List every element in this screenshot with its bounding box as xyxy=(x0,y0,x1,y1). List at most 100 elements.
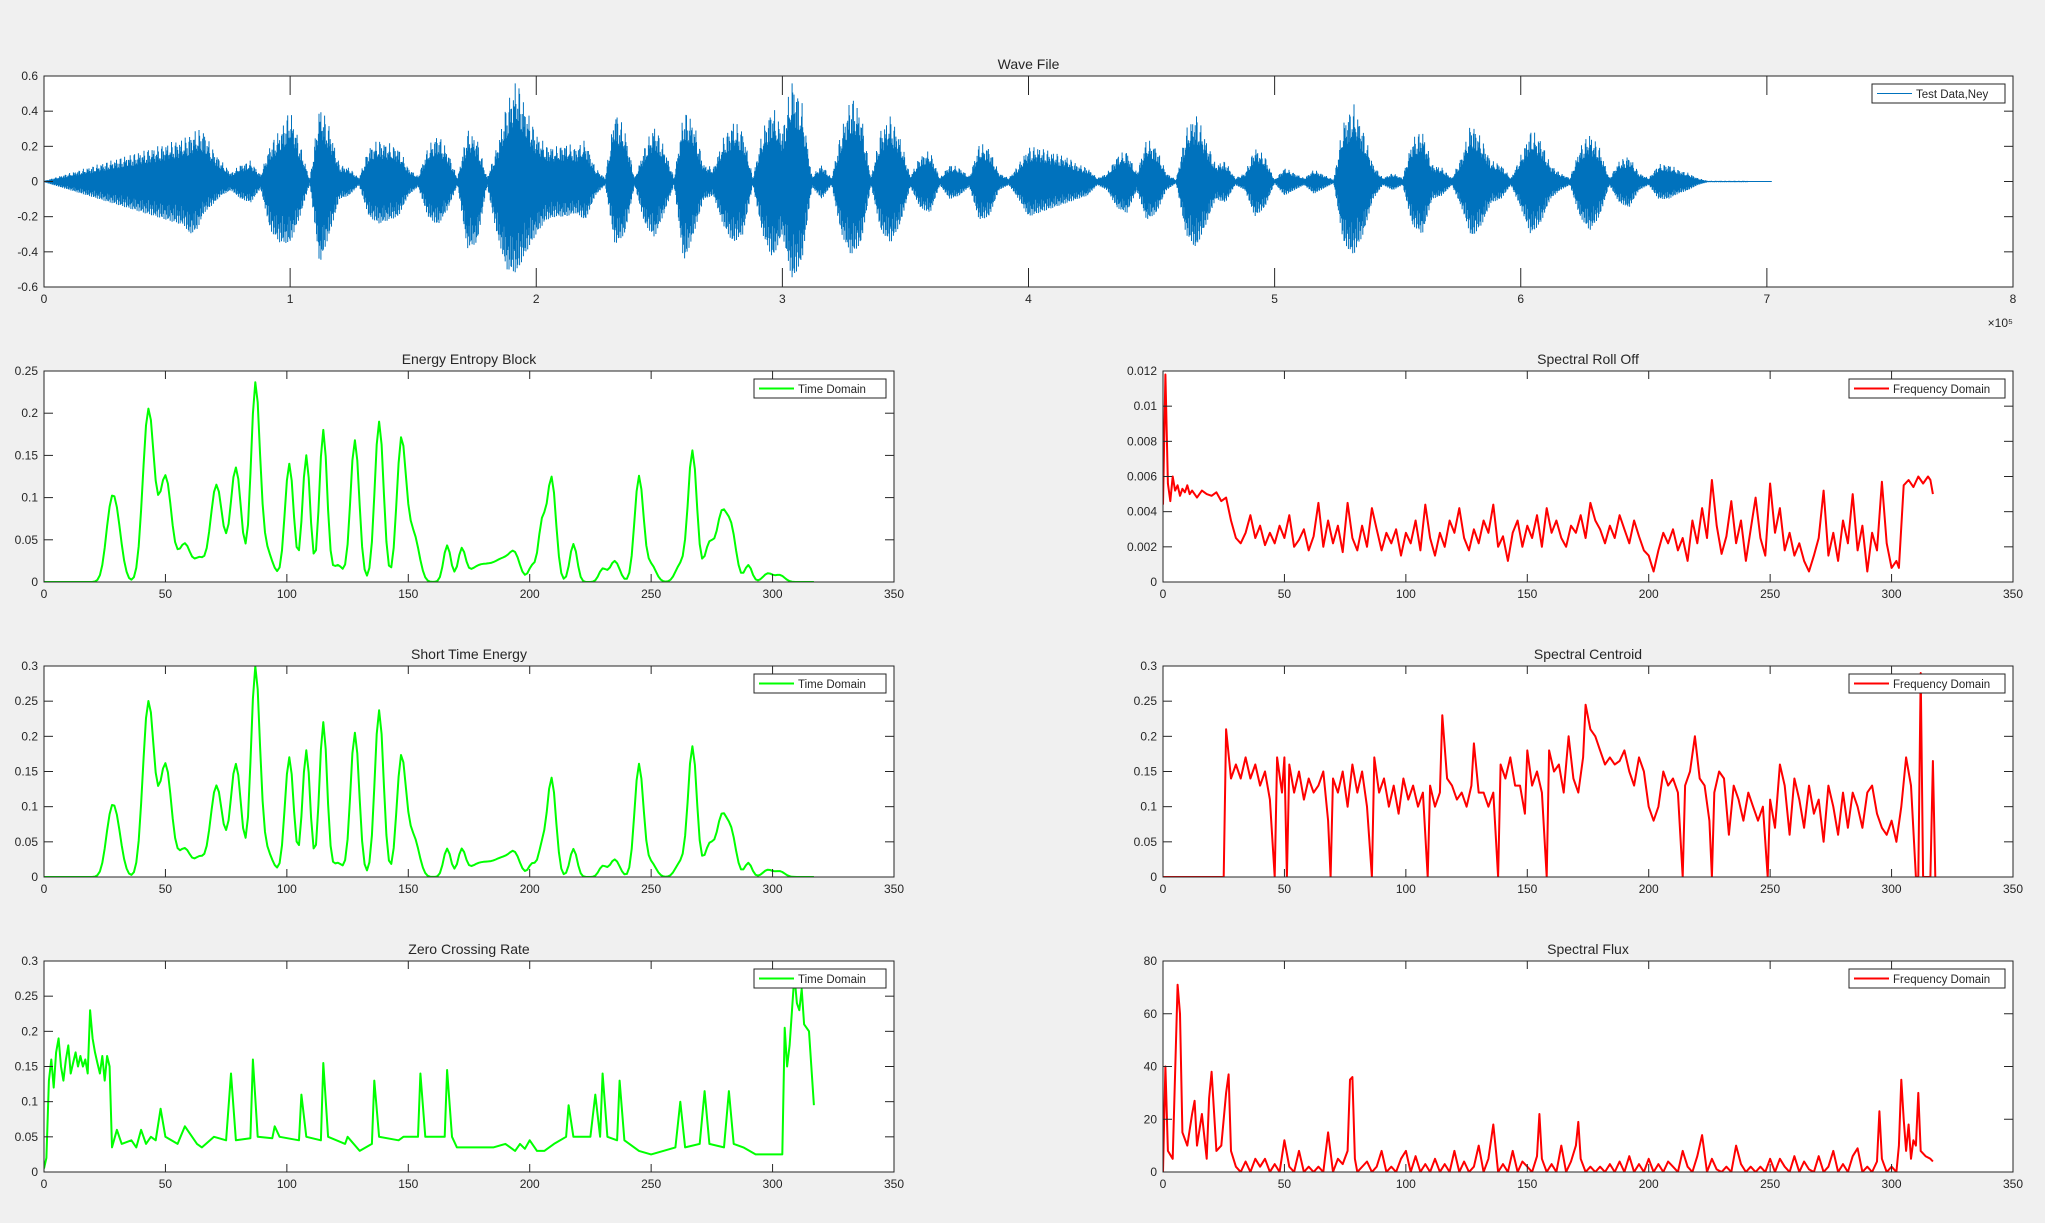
x-tick-label: 0 xyxy=(41,587,48,601)
x-tick-label: 250 xyxy=(1760,587,1780,601)
y-tick-label: 0.05 xyxy=(1134,835,1158,849)
x-tick-label: 7 xyxy=(1764,292,1771,306)
series-line xyxy=(44,381,814,582)
series-line xyxy=(1163,983,1934,1172)
legend-box xyxy=(753,673,887,694)
y-tick-label: 0.25 xyxy=(1134,694,1158,708)
legend: Frequency Domain xyxy=(1848,378,2006,399)
y-tick-label: 0.2 xyxy=(1140,729,1157,743)
chart-wave: Wave File 0 1 2 3 4 5 6 7 8 -0.6 -0.4 -0.2 0 0.2 0.4 0.6… xyxy=(17,56,2016,330)
legend: Frequency Domain xyxy=(1848,968,2006,989)
legend-label: Time Domain xyxy=(798,974,866,986)
x-tick-label: 350 xyxy=(2003,587,2023,601)
x-tick-label: 100 xyxy=(277,587,297,601)
data-layer xyxy=(1163,672,1937,877)
x-tick-label: 300 xyxy=(763,587,783,601)
x-tick-label: 150 xyxy=(1517,882,1537,896)
y-tick-label: 0.05 xyxy=(15,835,39,849)
chart-spectral-roll-off: Spectral Roll Off 0 50 100 150 200 250 300 350 0 0… xyxy=(1127,351,2023,601)
y-tick-label: 40 xyxy=(1144,1060,1158,1074)
x-tick-label: 100 xyxy=(1396,587,1416,601)
y-tick-label: 0.008 xyxy=(1127,434,1157,448)
x-tick-label: 250 xyxy=(641,587,661,601)
y-tick-label: 0.1 xyxy=(21,800,38,814)
chart-title: Spectral Flux xyxy=(1547,941,1629,957)
x-tick-label: 0 xyxy=(1160,1177,1167,1191)
y-tick-label: 0 xyxy=(31,1165,38,1179)
y-tick-label: 0.15 xyxy=(15,765,39,779)
x-tick-label: 3 xyxy=(779,292,786,306)
x-tick-label: 350 xyxy=(2003,1177,2023,1191)
x-tick-label: 150 xyxy=(398,587,418,601)
y-tick-label: 0 xyxy=(31,870,38,884)
chart-title: Zero Crossing Rate xyxy=(408,941,530,957)
x-tick-label: 6 xyxy=(1517,292,1524,306)
series-line xyxy=(44,974,815,1169)
x-tick-label: 150 xyxy=(1517,1177,1537,1191)
legend-label: Frequency Domain xyxy=(1893,384,1990,396)
x-tick-label: 1 xyxy=(287,292,294,306)
y-tick-label: 0.006 xyxy=(1127,470,1157,484)
chart-title: Wave File xyxy=(998,56,1060,72)
chart-title: Spectral Roll Off xyxy=(1537,351,1639,367)
legend: Time Domain xyxy=(753,378,887,399)
chart-energy-entropy: Energy Entropy Block 0 50 100 150 200 250 300 35… xyxy=(15,351,905,601)
x-tick-label: 350 xyxy=(884,587,904,601)
y-tick-label: 0 xyxy=(1150,870,1157,884)
y-tick-label: 0.1 xyxy=(21,491,38,505)
y-tick-label: 0 xyxy=(1150,575,1157,589)
series-line xyxy=(1163,672,1937,877)
legend: Time Domain xyxy=(753,968,887,989)
x-tick-label: 2 xyxy=(533,292,540,306)
data-layer xyxy=(44,83,1772,278)
chart-title: Short Time Energy xyxy=(411,646,527,662)
y-tick-label: 20 xyxy=(1144,1112,1158,1126)
y-tick-label: 0.6 xyxy=(21,69,38,83)
y-tick-label: 0.012 xyxy=(1127,364,1157,378)
y-tick-label: 0.01 xyxy=(1134,399,1158,413)
x-tick-label: 100 xyxy=(277,882,297,896)
chart-short-time-energy: Short Time Energy 0 50 100 150 200 250 300 350 0 0… xyxy=(15,646,905,896)
y-tick-label: 0.2 xyxy=(21,406,38,420)
y-tick-label: 60 xyxy=(1144,1007,1158,1021)
y-tick-label: -0.2 xyxy=(17,210,38,224)
y-tick-label: 0.2 xyxy=(21,729,38,743)
y-tick-label: 0.15 xyxy=(15,448,39,462)
x-tick-label: 50 xyxy=(1278,882,1292,896)
x-tick-label: 5 xyxy=(1271,292,1278,306)
data-layer xyxy=(44,381,814,582)
y-tick-label: 0.2 xyxy=(21,139,38,153)
x-tick-label: 150 xyxy=(1517,587,1537,601)
x-tick-label: 300 xyxy=(1882,882,1902,896)
legend-label: Time Domain xyxy=(798,679,866,691)
data-layer xyxy=(1163,373,1934,573)
y-tick-label: -0.6 xyxy=(17,280,38,294)
data-layer xyxy=(44,974,815,1169)
y-tick-label: 0.15 xyxy=(1134,765,1158,779)
y-tick-label: 0.1 xyxy=(21,1095,38,1109)
legend-label: Frequency Domain xyxy=(1893,679,1990,691)
x-tick-label: 300 xyxy=(1882,1177,1902,1191)
chart-spectral-flux: Spectral Flux 0 50 100 150 200 250 300 350 0 20 40 6… xyxy=(1144,941,2024,1191)
x-tick-label: 250 xyxy=(641,882,661,896)
y-tick-label: 0.1 xyxy=(1140,800,1157,814)
y-tick-label: 0.05 xyxy=(15,1130,39,1144)
legend: Test Data,Ney xyxy=(1871,83,2006,104)
chart-spectral-centroid: Spectral Centroid 0 50 100 150 200 250 300 350 0 0… xyxy=(1134,646,2024,896)
chart-zero-crossing-rate: Zero Crossing Rate 0 50 100 150 200 250 300 350 0… xyxy=(15,941,905,1191)
x-tick-label: 50 xyxy=(159,882,173,896)
plot-area xyxy=(44,961,894,1172)
x-tick-label: 100 xyxy=(1396,1177,1416,1191)
x-tick-label: 250 xyxy=(641,1177,661,1191)
legend-label: Frequency Domain xyxy=(1893,974,1990,986)
y-tick-label: 0.3 xyxy=(1140,659,1157,673)
plot-area xyxy=(1163,371,2013,582)
y-tick-label: 0.25 xyxy=(15,989,39,1003)
x-tick-label: 0 xyxy=(1160,587,1167,601)
x-tick-label: 100 xyxy=(1396,882,1416,896)
x-tick-label: 350 xyxy=(884,1177,904,1191)
x-tick-label: 4 xyxy=(1025,292,1032,306)
y-tick-label: 0.3 xyxy=(21,659,38,673)
x-tick-label: 150 xyxy=(398,1177,418,1191)
